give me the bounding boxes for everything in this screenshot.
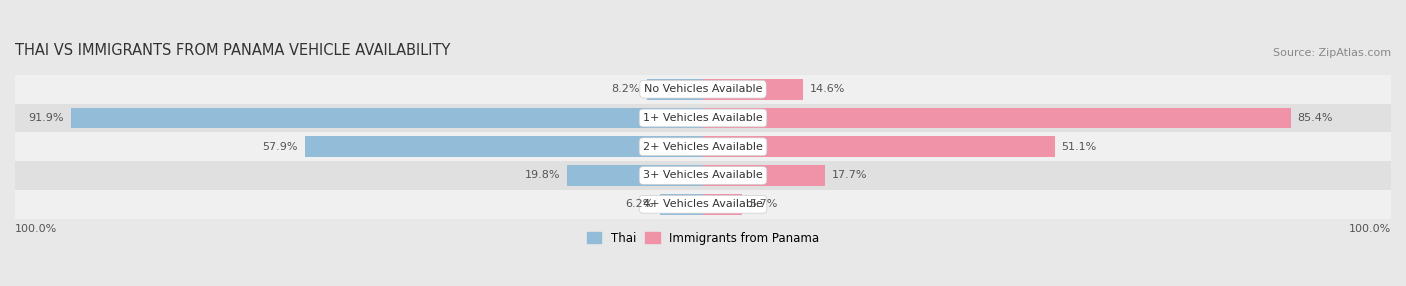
Text: 100.0%: 100.0%: [15, 225, 58, 235]
Bar: [703, 165, 825, 186]
Text: Source: ZipAtlas.com: Source: ZipAtlas.com: [1272, 48, 1391, 58]
Text: 8.2%: 8.2%: [612, 84, 640, 94]
Bar: [15, 104, 1391, 132]
Bar: [647, 79, 703, 100]
Text: 3+ Vehicles Available: 3+ Vehicles Available: [643, 170, 763, 180]
Bar: [15, 132, 1391, 161]
Text: 2+ Vehicles Available: 2+ Vehicles Available: [643, 142, 763, 152]
Text: 51.1%: 51.1%: [1062, 142, 1097, 152]
Bar: [703, 79, 803, 100]
Bar: [15, 75, 1391, 104]
Bar: [703, 194, 742, 214]
Bar: [70, 108, 703, 128]
Bar: [661, 194, 703, 214]
Legend: Thai, Immigrants from Panama: Thai, Immigrants from Panama: [586, 231, 820, 245]
Text: 100.0%: 100.0%: [1348, 225, 1391, 235]
Text: 4+ Vehicles Available: 4+ Vehicles Available: [643, 199, 763, 209]
Text: THAI VS IMMIGRANTS FROM PANAMA VEHICLE AVAILABILITY: THAI VS IMMIGRANTS FROM PANAMA VEHICLE A…: [15, 43, 450, 58]
Bar: [305, 136, 703, 157]
Bar: [15, 161, 1391, 190]
Text: 6.2%: 6.2%: [626, 199, 654, 209]
Text: 57.9%: 57.9%: [263, 142, 298, 152]
Bar: [15, 190, 1391, 219]
Text: 1+ Vehicles Available: 1+ Vehicles Available: [643, 113, 763, 123]
Text: 85.4%: 85.4%: [1298, 113, 1333, 123]
Bar: [703, 136, 1054, 157]
Text: 19.8%: 19.8%: [524, 170, 560, 180]
Text: 17.7%: 17.7%: [832, 170, 868, 180]
Text: No Vehicles Available: No Vehicles Available: [644, 84, 762, 94]
Bar: [567, 165, 703, 186]
Text: 14.6%: 14.6%: [810, 84, 845, 94]
Text: 91.9%: 91.9%: [28, 113, 63, 123]
Bar: [703, 108, 1291, 128]
Text: 5.7%: 5.7%: [749, 199, 778, 209]
